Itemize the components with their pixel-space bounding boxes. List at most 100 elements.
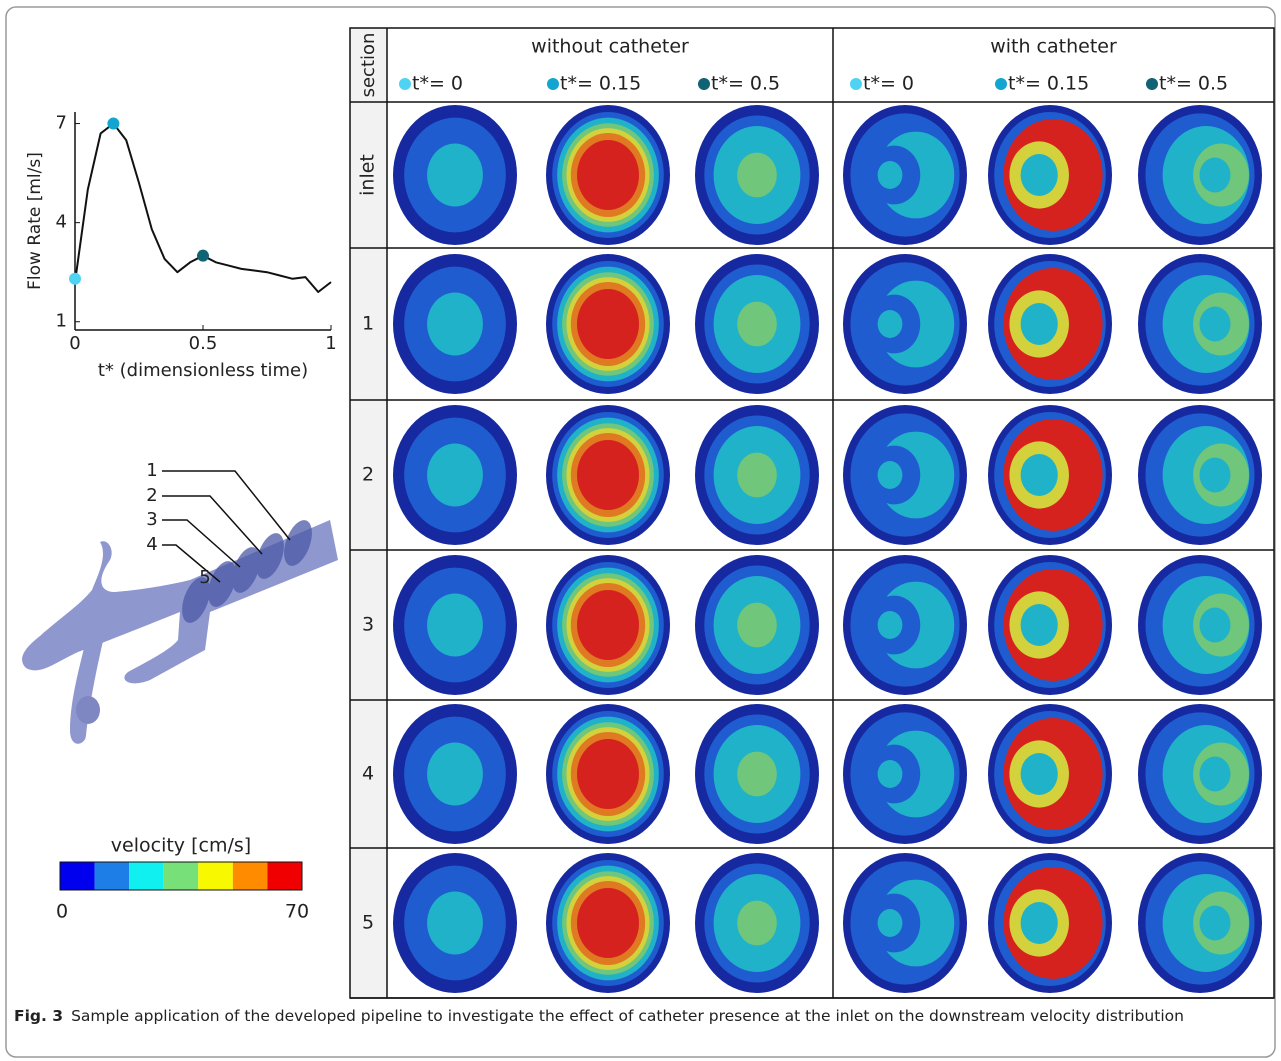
x-tick-label: 0.5 [189,333,218,354]
time-point [107,117,120,130]
x-tick-label: 0 [69,333,80,354]
row-label: 2 [362,464,374,486]
velocity-contour [393,555,517,695]
time-label: t*= 0 [412,73,463,95]
velocity-contour [393,254,517,394]
contour-level [577,590,639,660]
contour-level [427,742,483,806]
contour-level [737,452,777,498]
velocity-contour [1138,254,1262,394]
contour-level [1199,607,1231,643]
caption-label: Fig. 3 [14,1007,64,1025]
vessel-illustration [22,470,339,744]
time-dot [399,78,411,90]
colorbar-swatch [129,862,164,890]
caption: Fig. 3 Sample application of the develope… [14,1005,1264,1027]
section-label: 4 [146,534,157,555]
y-tick-label: 1 [56,311,67,332]
flow-curve [74,122,332,294]
leader-line [162,544,221,583]
colorbar-swatch [94,862,130,890]
contour-level [427,593,483,657]
contour-level [1020,154,1058,196]
time-label: t*= 0.15 [1008,73,1089,95]
vessel-loop [76,696,100,724]
y-tick-label: 4 [56,212,67,233]
row-label: 5 [362,912,374,934]
velocity-contour [695,254,819,394]
velocity-contour [843,704,967,844]
velocity-contour [1138,555,1262,695]
contour-level [877,461,903,489]
contour-level [427,143,483,207]
colorbar-swatch [60,862,95,890]
time-label: t*= 0 [863,73,914,95]
velocity-contour [546,853,670,993]
y-tick-label: 7 [56,113,67,134]
row-label: 3 [362,614,374,636]
velocity-contour [1138,105,1262,245]
contour-level [577,888,639,958]
velocity-contour [843,853,967,993]
contour-level [877,310,903,338]
velocity-contour [988,704,1112,844]
velocity-contour [546,555,670,695]
contour-level [737,900,777,946]
time-point [69,272,81,285]
velocity-contour [843,105,967,245]
time-label: t*= 0.15 [560,73,641,95]
velocity-contour [393,105,517,245]
x-tick-label: 1 [325,333,336,354]
group-title: with catheter [990,36,1117,58]
colorbar-swatch [232,862,268,890]
contour-level [427,891,483,955]
contour-level [1199,306,1231,342]
velocity-contour [988,405,1112,545]
leader-line [162,519,241,568]
contour-level [577,739,639,809]
velocity-contour [988,254,1112,394]
velocity-contour [1138,704,1262,844]
velocity-contour [546,704,670,844]
contour-level [1199,756,1231,792]
y-axis-title: Flow Rate [ml/s] [25,152,45,290]
velocity-contour [695,405,819,545]
contour-level [427,292,483,356]
colorbar-max: 70 [285,901,309,923]
contour-level [737,602,777,648]
section-header: section [358,33,379,98]
contour-level [427,443,483,507]
contour-level [877,909,903,937]
contour-level [737,751,777,797]
contour-level [1020,753,1058,795]
velocity-contour [393,405,517,545]
velocity-contour [393,853,517,993]
velocity-contour [546,105,670,245]
contour-level [1020,902,1058,944]
colorbar-min: 0 [56,901,68,923]
time-point [197,249,209,262]
time-label: t*= 0.5 [1159,73,1228,95]
colorbar-border [59,861,303,891]
velocity-contour [988,853,1112,993]
velocity-contour [843,405,967,545]
section-plane [182,577,210,623]
leader-line [162,495,263,555]
velocity-contour [695,704,819,844]
section-label: 2 [146,485,157,506]
caption-text: Sample application of the developed pipe… [71,1007,1184,1025]
contour-level [577,289,639,359]
time-dot [995,78,1007,90]
velocity-contour [843,254,967,394]
contour-level [1199,157,1231,193]
row-label: inlet [357,154,379,196]
velocity-contour [695,555,819,695]
velocity-contour [988,555,1112,695]
contour-level [577,140,639,210]
leader-line [162,470,291,541]
velocity-contour [843,555,967,695]
contour-level [577,440,639,510]
colorbar-swatch [163,862,199,890]
contour-level [737,301,777,347]
